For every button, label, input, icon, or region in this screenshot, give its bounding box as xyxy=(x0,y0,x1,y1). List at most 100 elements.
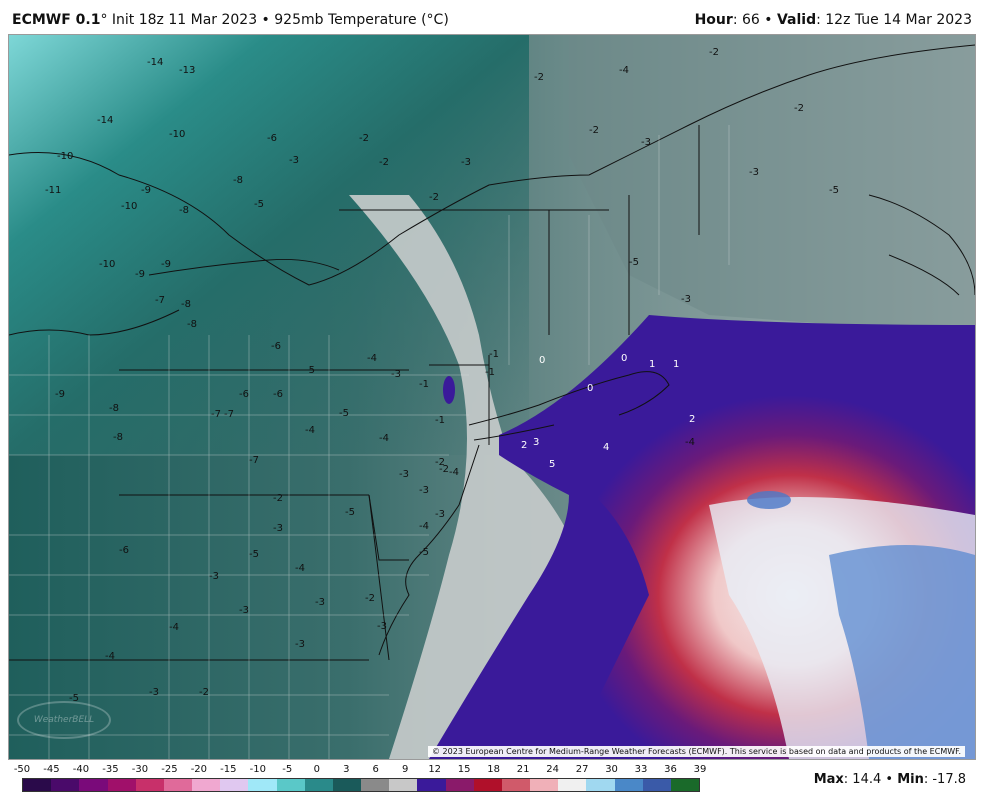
weatherbell-logo: WeatherBELL xyxy=(17,701,111,739)
temperature-value-label: -3 xyxy=(149,687,159,698)
map-canvas: -14-13-14-10-10-11-10-9-8-6-5-3-2-2 -3-2-… xyxy=(9,35,975,759)
colorbar-tick: 33 xyxy=(634,764,648,775)
colorbar-tick-labels: -50 -45 -40 -35 -30 -25 -20 -15 -10 -5 0 3 6 9 12 15 18 2… xyxy=(8,764,708,778)
copyright-notice: © 2023 European Centre for Medium-Range … xyxy=(428,746,965,757)
colorbar-tick: 36 xyxy=(664,764,677,775)
temperature-value-label: -5 xyxy=(345,507,355,518)
temperature-value-label: -6 xyxy=(271,341,281,352)
colorbar-tick: -10 xyxy=(249,764,266,775)
temperature-value-label: -3 xyxy=(239,605,249,616)
colorbar-tick: -35 xyxy=(102,764,119,775)
colorbar-segment xyxy=(670,779,700,791)
colorbar-segment xyxy=(586,779,615,791)
map-borders xyxy=(9,44,975,661)
temperature-value-label: 1 xyxy=(649,359,655,370)
temperature-value-label: 0 xyxy=(587,383,593,394)
colorbar-segment xyxy=(417,779,446,791)
temperature-value-label: 5 xyxy=(549,459,555,470)
warm-pocket-hudson xyxy=(443,376,455,404)
temperature-value-label: -8 xyxy=(113,432,123,443)
temperature-value-label: -5 xyxy=(69,693,79,704)
near-freezing-band xyxy=(349,195,569,759)
temperature-value-label: -3 xyxy=(419,485,429,496)
colorbar-segment xyxy=(642,779,671,791)
temperature-value-label: -3 xyxy=(435,509,445,520)
colorbar-segment xyxy=(501,779,531,791)
colorbar-segment xyxy=(614,779,643,791)
valid-value: : 12z Tue 14 Mar 2023 xyxy=(816,12,972,28)
temperature-value-label: -3 xyxy=(461,157,471,168)
colorbar-segment xyxy=(276,779,305,791)
colorbar-tick: 39 xyxy=(693,764,707,775)
temperature-value-label: -7 xyxy=(224,409,234,420)
temperature-value-label: -14 xyxy=(147,57,163,68)
temperature-value-label: -2 xyxy=(439,464,449,475)
temperature-value-label: -1 xyxy=(489,349,499,360)
temperature-value-label: -5 xyxy=(829,185,839,196)
temperature-labels: -14-13-14-10-10-11-10-9-8-6-5-3-2-2 -3-2-… xyxy=(45,47,839,704)
temperature-value-label: 0 xyxy=(621,353,627,364)
temperature-value-label: -3 xyxy=(295,639,305,650)
temperature-value-label: -10 xyxy=(121,201,137,212)
temperature-value-label: 0 xyxy=(539,355,545,366)
temperature-value-label: -2 xyxy=(365,593,375,604)
init-info: ° Init 18z 11 Mar 2023 • 925mb Temperatu… xyxy=(100,12,449,28)
temperature-value-label: -5 xyxy=(305,365,315,376)
colorbar-segment xyxy=(304,779,333,791)
temperature-value-label: -4 xyxy=(169,622,179,633)
colorbar-segment xyxy=(473,779,502,791)
max-label: Max xyxy=(813,772,844,787)
header-left: ECMWF 0.1° Init 18z 11 Mar 2023 • 925mb … xyxy=(12,12,449,28)
temperature-value-label: -3 xyxy=(377,621,387,632)
colorbar-tick: -30 xyxy=(131,764,149,775)
header: ECMWF 0.1° Init 18z 11 Mar 2023 • 925mb … xyxy=(0,0,984,34)
temperature-value-label: -10 xyxy=(99,259,115,270)
colorbar-tick: -15 xyxy=(220,764,237,775)
temperature-value-label: -2 xyxy=(429,192,439,203)
colorbar-segment xyxy=(220,779,249,791)
temperature-value-label: 1 xyxy=(673,359,679,370)
colorbar-segment xyxy=(558,779,587,791)
temperature-value-label: -2 xyxy=(273,493,283,504)
temperature-value-label: -4 xyxy=(305,425,315,436)
colorbar-segment xyxy=(445,779,474,791)
temperature-value-label: -10 xyxy=(57,151,73,162)
temperature-value-label: -4 xyxy=(619,65,629,76)
temperature-value-label: -6 xyxy=(267,133,277,144)
colorbar-segment xyxy=(79,779,108,791)
temperature-value-label: 3 xyxy=(533,437,539,448)
temperature-value-label: 2 xyxy=(521,440,527,451)
temperature-value-label: -9 xyxy=(55,389,65,400)
temperature-value-label: -3 xyxy=(681,294,691,305)
temperature-value-label: -8 xyxy=(233,175,243,186)
temperature-value-label: -7 xyxy=(211,409,221,420)
colorbar-tick: -50 xyxy=(13,764,31,775)
temperature-value-label: -3 xyxy=(315,597,325,608)
temperature-value-label: -1 xyxy=(435,415,445,426)
colorbar-segment xyxy=(107,779,136,791)
header-right: Hour: 66 • Valid: 12z Tue 14 Mar 2023 xyxy=(695,12,972,28)
colorbar-segment xyxy=(23,779,52,791)
temperature-value-label: -2 xyxy=(794,103,804,114)
temperature-value-label: -7 xyxy=(155,295,165,306)
temperature-value-label: -14 xyxy=(97,115,113,126)
temperature-value-label: -4 xyxy=(105,651,115,662)
colorbar-tick: 6 xyxy=(372,764,379,775)
colorbar-tick: 24 xyxy=(546,764,559,775)
temperature-value-label: -1 xyxy=(485,367,495,378)
temperature-value-label: -7 xyxy=(249,455,259,466)
colorbar-tick: -5 xyxy=(282,764,293,775)
colorbar-tick: -45 xyxy=(43,764,60,775)
temperature-value-label: 4 xyxy=(603,442,609,453)
county-lines xyxy=(9,125,730,759)
min-value: : -17.8 xyxy=(923,772,966,787)
temperature-value-label: -3 xyxy=(749,167,759,178)
temperature-value-label: -4 xyxy=(295,563,305,574)
temperature-value-label: -5 xyxy=(419,547,429,558)
model-name: ECMWF 0.1 xyxy=(12,12,101,28)
colorbar-tick: 12 xyxy=(428,764,442,775)
temperature-value-label: -2 xyxy=(589,125,599,136)
temperature-value-label: -6 xyxy=(119,545,129,556)
colorbar-segment xyxy=(163,779,193,791)
temperature-value-label: -13 xyxy=(179,65,195,76)
